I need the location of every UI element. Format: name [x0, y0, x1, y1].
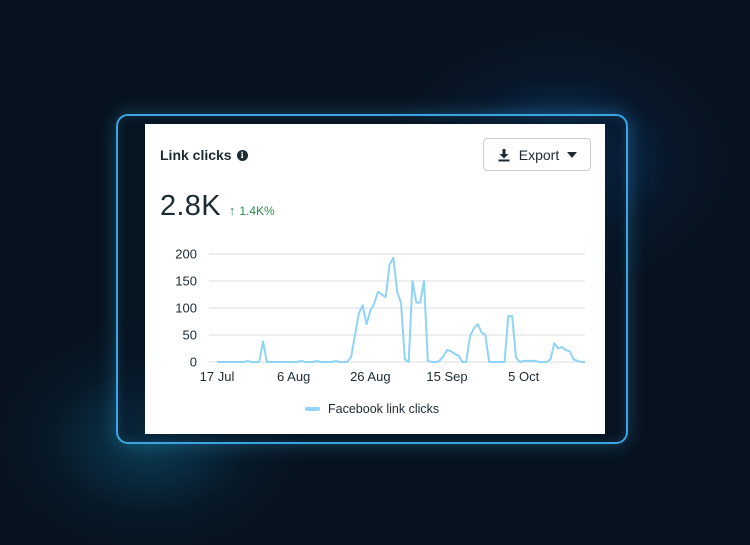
x-axis-ticks: 17 Jul 6 Aug 26 Aug 15 Sep 5 Oct [200, 369, 540, 384]
series-line-facebook-link-clicks [217, 256, 585, 363]
info-icon[interactable]: i [236, 149, 248, 161]
arrow-up-icon: ↑ [228, 203, 236, 218]
card-header: Link clicks i [160, 147, 248, 163]
y-tick-label: 0 [190, 355, 197, 370]
y-tick-label: 150 [175, 274, 197, 289]
y-tick-label: 200 [175, 247, 197, 262]
card-title: Link clicks [160, 147, 232, 163]
series-layer [217, 256, 585, 363]
chart-legend: Facebook link clicks [305, 402, 439, 416]
metric-value: 2.8K [160, 190, 221, 222]
export-label: Export [518, 146, 560, 163]
caret-down-icon [567, 151, 578, 158]
x-tick-label: 17 Jul [200, 369, 235, 384]
legend-label: Facebook link clicks [328, 402, 440, 416]
metric-change: ↑ 1.4K% [229, 204, 275, 218]
y-tick-label: 50 [183, 328, 197, 343]
export-button[interactable]: Export [483, 138, 591, 171]
x-tick-label: 26 Aug [350, 369, 391, 384]
x-tick-label: 15 Sep [426, 369, 467, 384]
line-chart: 0 50 100 150 200 17 Jul 6 Aug 26 Aug 15 Sep 5 Oc… [175, 247, 585, 384]
metric-change-value: 1.4K% [239, 203, 275, 218]
metric-summary: 2.8K ↑ 1.4K% [160, 190, 275, 223]
x-tick-label: 5 Oct [508, 369, 539, 384]
download-icon [497, 148, 511, 162]
x-tick-label: 6 Aug [277, 369, 310, 384]
y-tick-label: 100 [175, 301, 197, 316]
grid-lines [209, 253, 585, 363]
y-axis-ticks: 0 50 100 150 200 [175, 247, 197, 370]
link-clicks-card: Link clicks i Export 2.8K ↑ 1.4K% 0 50 100… [145, 124, 605, 434]
legend-swatch [305, 407, 320, 411]
